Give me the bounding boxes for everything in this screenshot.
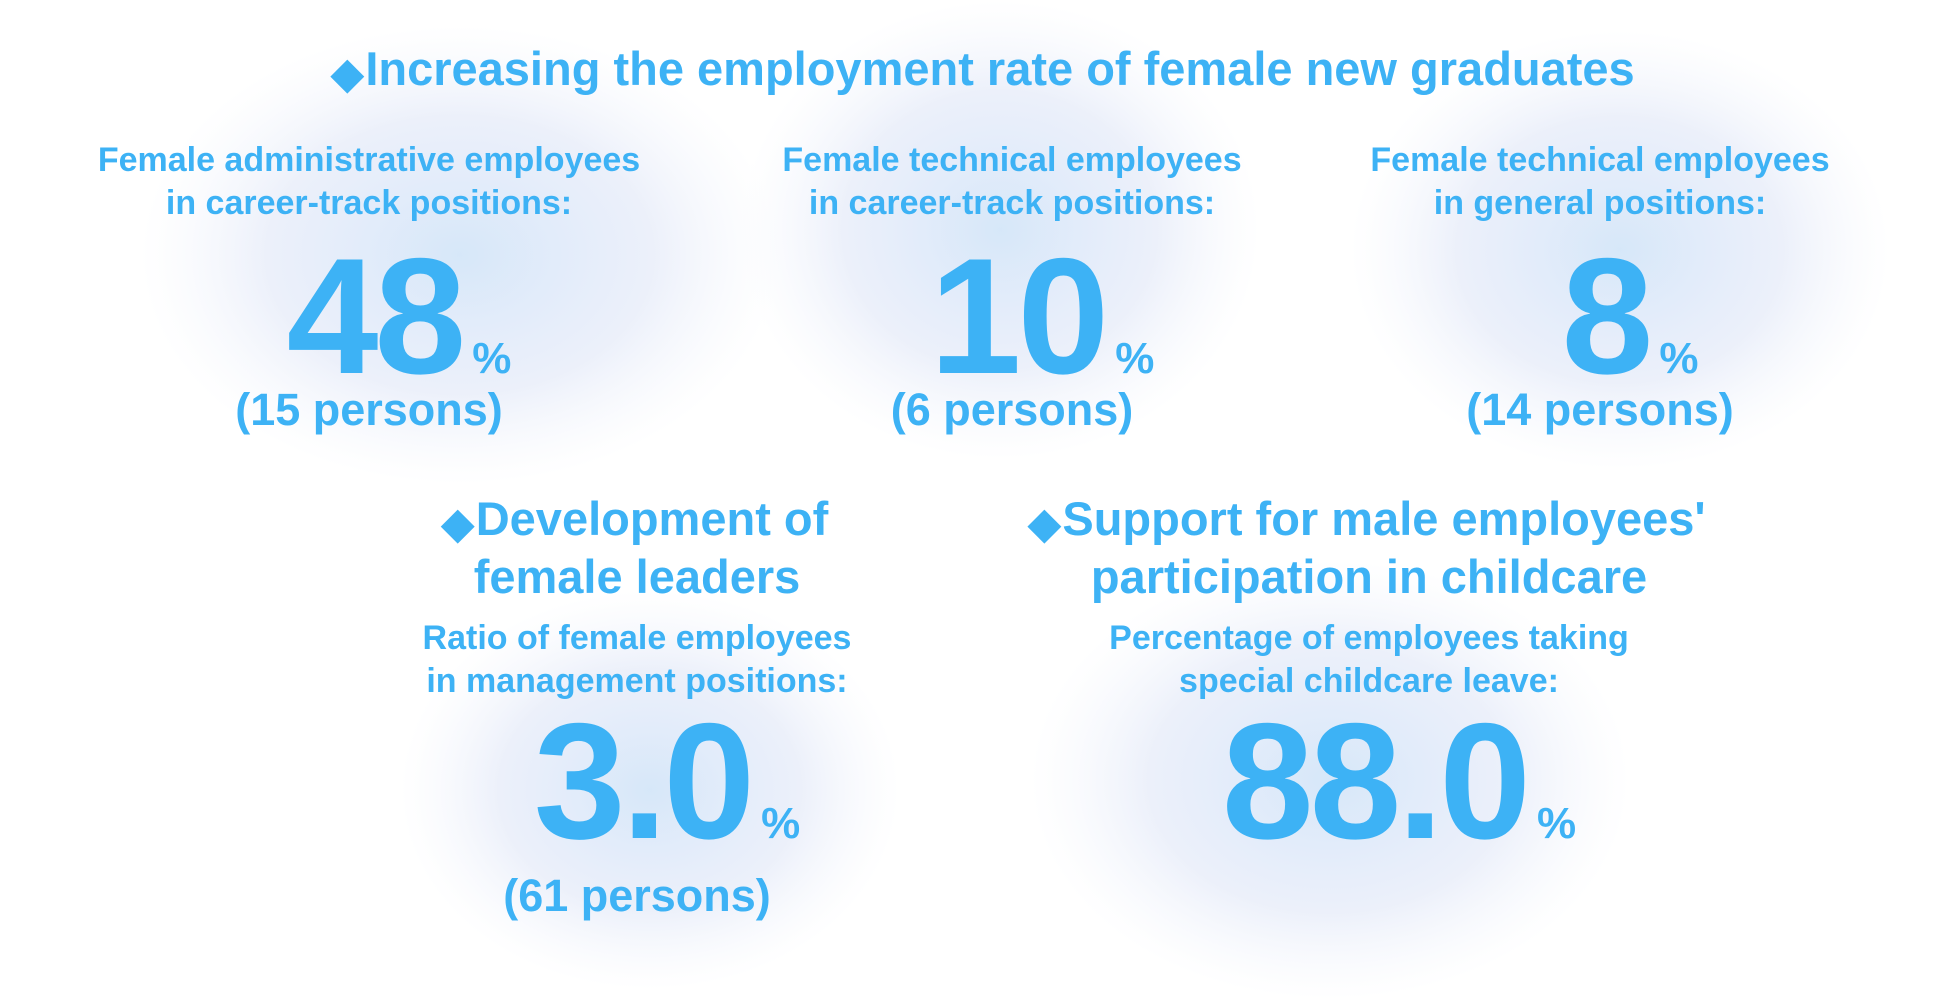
background <box>140 0 1890 1000</box>
stat-note: (61 persons) <box>503 870 771 921</box>
stat-unit: % <box>1659 334 1698 383</box>
stat-value: 10% <box>930 224 1155 408</box>
stat-note: (15 persons) <box>235 384 503 435</box>
section-title: Increasing the employment rate of female… <box>365 42 1634 95</box>
blob <box>140 25 780 485</box>
stat-unit: % <box>1115 334 1154 383</box>
stat-number: 88.0 <box>1222 689 1527 873</box>
stat-note: (6 persons) <box>891 384 1134 435</box>
stat-unit: % <box>1537 799 1576 848</box>
blob <box>1350 30 1890 470</box>
section-title: participation in childcare <box>1091 550 1647 603</box>
stat-value: 88.0% <box>1222 689 1576 873</box>
diamond-bullet <box>1027 509 1062 544</box>
stat-value: 3.0% <box>534 689 801 873</box>
diamond-bullet <box>440 509 475 544</box>
stat-label: special childcare leave: <box>1179 662 1559 700</box>
stat-value: 8% <box>1562 224 1699 408</box>
stat-label: Ratio of female employees <box>423 619 852 657</box>
stat-number: 10 <box>930 224 1106 408</box>
stat-unit: % <box>472 334 511 383</box>
stat-label: in management positions: <box>426 662 847 700</box>
stat-label: in career-track positions: <box>166 184 572 222</box>
stat-number: 8 <box>1562 224 1650 408</box>
section-title: Support for male employees' <box>1062 492 1705 545</box>
stat-label: in career-track positions: <box>809 184 1215 222</box>
stat-label: Female administrative employees <box>98 141 640 179</box>
blob <box>400 590 900 990</box>
stat-label: Female technical employees <box>1370 141 1829 179</box>
section-title: female leaders <box>474 550 801 603</box>
stat-note: (14 persons) <box>1466 384 1734 435</box>
stat-label: Percentage of employees taking <box>1109 619 1629 657</box>
stat-number: 48 <box>287 224 463 408</box>
section-title: Development of <box>476 492 829 545</box>
stat-unit: % <box>761 799 800 848</box>
stat-label: in general positions: <box>1434 184 1766 222</box>
stat-value: 48% <box>287 224 512 408</box>
stat-number: 3.0 <box>534 689 751 873</box>
blob <box>740 0 1260 460</box>
stat-label: Female technical employees <box>782 141 1241 179</box>
blob <box>1030 560 1630 1000</box>
